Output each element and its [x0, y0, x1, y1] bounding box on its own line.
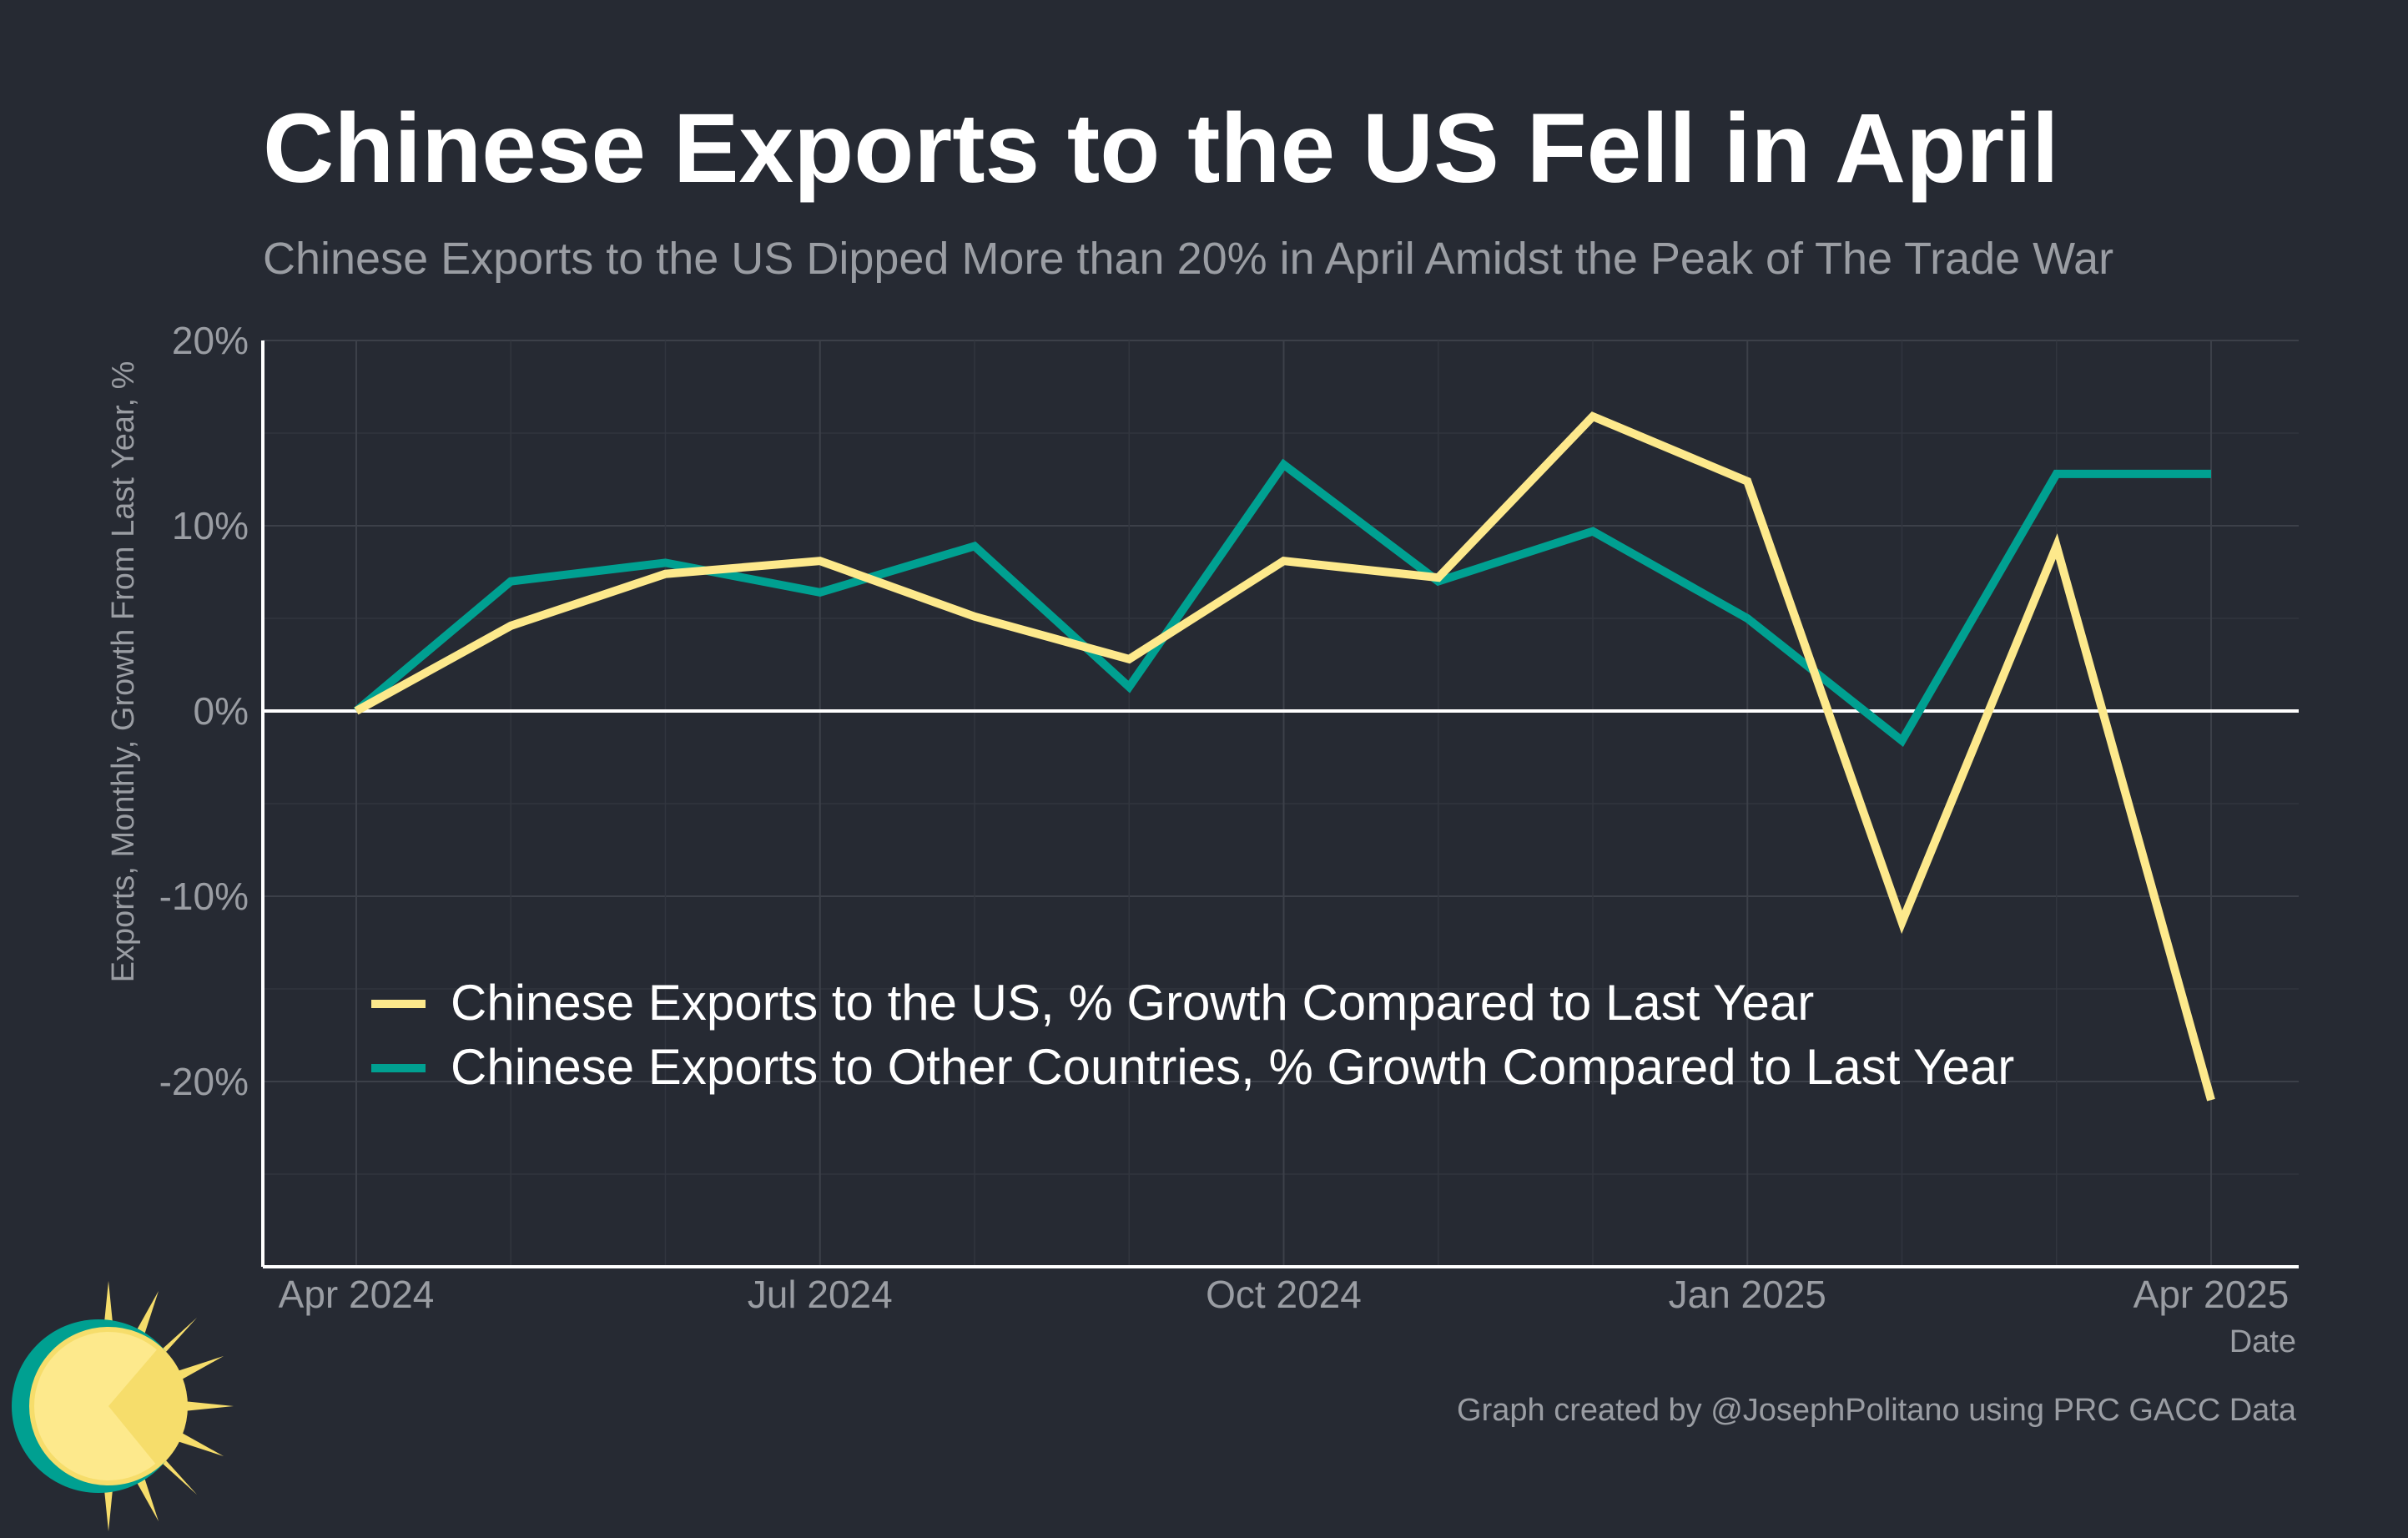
grid [263, 340, 2299, 1268]
x-tick-label: Jul 2024 [748, 1273, 893, 1316]
credit-text: Graph created by @JosephPolitano using P… [1457, 1393, 2297, 1428]
x-axis-ticks: Apr 2024 Jul 2024 Oct 2024 Jan 2025 Apr 2025 [279, 1273, 2290, 1316]
y-tick-label: -20% [159, 1060, 249, 1103]
sun-logo-icon [12, 1281, 234, 1531]
x-tick-label: Apr 2025 [2133, 1273, 2290, 1316]
chart-subtitle: Chinese Exports to the US Dipped More th… [263, 234, 2113, 284]
y-axis-ticks: 20% 10% 0% -10% -20% [159, 319, 249, 1103]
x-axis-label: Date [2229, 1324, 2296, 1359]
y-axis-label: Exports, Monthly, Growth From Last Year,… [106, 361, 141, 983]
chart-title: Chinese Exports to the US Fell in April [263, 93, 2059, 204]
x-tick-label: Oct 2024 [1206, 1273, 1362, 1316]
x-tick-label: Apr 2024 [279, 1273, 435, 1316]
y-tick-label: 0% [194, 689, 249, 733]
series-line-us [354, 411, 2215, 1102]
series-layer [353, 411, 2215, 1102]
x-tick-label: Jan 2025 [1669, 1273, 1826, 1316]
legend: Chinese Exports to the US, % Growth Comp… [371, 975, 2014, 1095]
series-line-other-countries [353, 458, 2211, 748]
y-tick-label: 20% [172, 319, 249, 362]
y-tick-label: 10% [172, 504, 249, 547]
y-tick-label: -10% [159, 875, 249, 918]
legend-label-us: Chinese Exports to the US, % Growth Comp… [451, 975, 1814, 1031]
legend-label-other: Chinese Exports to Other Countries, % Gr… [451, 1039, 2014, 1095]
